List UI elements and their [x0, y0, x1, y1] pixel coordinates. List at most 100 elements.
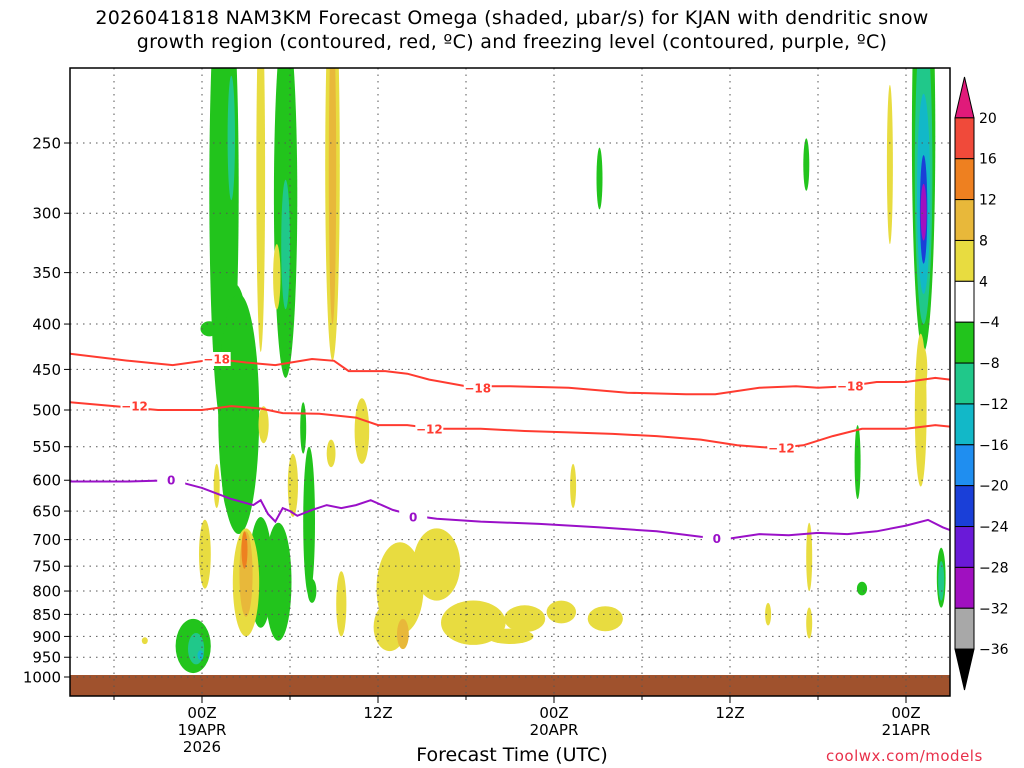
y-tick-label-250: 250: [32, 135, 61, 153]
y-tick-label-300: 300: [32, 205, 61, 223]
omega-cell-25: [213, 463, 220, 509]
omega-cell-12: [300, 402, 307, 454]
omega-cell-15: [854, 425, 861, 500]
contour-label-bg: [120, 399, 149, 414]
colorbar-label: −32: [979, 601, 1009, 617]
chart-title: 2026041818 NAM3KM Forecast Omega (shaded…: [0, 6, 1024, 54]
contour-label-0: 0: [409, 510, 417, 524]
contour-label-bg: [463, 380, 492, 395]
y-tick-label-700: 700: [32, 531, 61, 549]
y-tick-label-650: 650: [32, 503, 61, 521]
contour-label--12: −12: [121, 400, 148, 414]
omega-cell-28: [354, 398, 370, 464]
y-tick-label-600: 600: [32, 472, 61, 490]
omega-cell-27: [326, 439, 336, 468]
x-tick-label: 12Z: [715, 704, 744, 722]
omega-cell-49: [397, 618, 409, 650]
contour-label-bg: [702, 531, 731, 546]
colorbar-bin-8: [954, 199, 975, 241]
site-credit: coolwx.com/models: [826, 747, 983, 765]
colorbar-label: 4: [979, 274, 988, 290]
colorbar-label: −36: [979, 642, 1009, 658]
omega-cell-47: [328, 68, 337, 325]
colorbar-bin-16: [954, 117, 975, 160]
omega-cell-38: [570, 463, 577, 509]
y-tick-label-550: 550: [32, 438, 61, 456]
omega-cell-35: [546, 600, 576, 624]
omega-cell-37: [587, 606, 623, 632]
omega-cell-34: [504, 605, 546, 633]
omega-cell-59: [920, 183, 927, 241]
colorbar-label: −24: [979, 520, 1009, 536]
omega-cell-56: [197, 650, 204, 661]
omega-cell-36: [486, 628, 534, 644]
omega-cell-13: [596, 147, 603, 210]
contour-label--12: −12: [416, 422, 443, 436]
contour-label--18: −18: [464, 381, 491, 395]
colorbar-bin--12: [954, 362, 975, 405]
omega-cell-44: [919, 347, 928, 391]
contour-label--18: −18: [837, 380, 864, 394]
omega-cell-39: [806, 522, 813, 592]
colorbar-bin-12: [954, 158, 975, 201]
colorbar-label: 20: [979, 111, 997, 127]
contour-label--12: −12: [768, 442, 795, 456]
omega-colorbar: 20 16 12 8 4 −4 −8 −12 −16 −20 −24 −28 −32 −36: [954, 76, 1009, 691]
contour-label-bg: [415, 421, 444, 436]
contour-line--12: [70, 401, 950, 450]
omega-cell-50: [227, 75, 235, 201]
omega-cell-41: [765, 602, 772, 626]
omega-cell-32: [413, 528, 461, 601]
contour-label-bg: [157, 473, 186, 488]
contour-label-0: 0: [713, 532, 721, 546]
colorbar-bin--28: [954, 526, 975, 568]
temperature-contours: −18 −18 −18 −12 −12 −12 0 0 0: [70, 352, 950, 546]
contour-label-bg: [202, 352, 231, 367]
contour-label--18: −18: [203, 353, 230, 367]
omega-cell-46: [141, 637, 148, 645]
y-tick-label-850: 850: [32, 606, 61, 624]
x-tick-label: 00Z: [187, 704, 216, 722]
colorbar-bin--36: [954, 607, 975, 650]
chart-title-line2: growth region (contoured, red, ºC) and f…: [136, 31, 888, 53]
y-tick-label-950: 950: [32, 649, 61, 667]
omega-cell-14: [803, 138, 810, 191]
y-tick-label-1000: 1000: [23, 669, 61, 687]
colorbar-label: −12: [979, 397, 1009, 413]
omega-cell-21: [273, 244, 281, 310]
omega-cell-5: [221, 406, 239, 514]
y-tick-label-350: 350: [32, 264, 61, 282]
colorbar-bin--40: [954, 648, 975, 691]
x-tick-label: 19APR: [178, 721, 227, 739]
omega-shading: [141, 68, 946, 674]
colorbar-bin-4: [954, 239, 975, 282]
omega-cell-42: [886, 84, 893, 245]
omega-cell-51: [281, 179, 290, 310]
omega-cell-9: [200, 321, 219, 337]
pressure-axis: 250 300 350 400 450 500 550 600 650 700 750 800 850 9…: [23, 135, 70, 687]
y-tick-label-400: 400: [32, 316, 61, 334]
colorbar-label: −8: [979, 356, 1000, 372]
omega-cell-8: [303, 446, 315, 596]
omega-cell-29: [336, 571, 347, 637]
colorbar-label: −28: [979, 560, 1009, 576]
y-tick-label-800: 800: [32, 583, 61, 601]
omega-cell-26: [258, 406, 269, 444]
y-tick-label-450: 450: [32, 361, 61, 379]
colorbar-bin--16: [954, 403, 975, 446]
colorbar-label: −4: [979, 315, 1000, 331]
contour-label-bg: [767, 441, 796, 456]
colorbar-bin--24: [954, 485, 975, 528]
x-tick-label: 20APR: [530, 721, 579, 739]
x-tick-label: 21APR: [882, 721, 931, 739]
plot-frame: [69, 67, 951, 697]
x-tick-label: 00Z: [891, 704, 920, 722]
colorbar-bin-20: [954, 76, 975, 119]
y-tick-label-500: 500: [32, 402, 61, 420]
colorbar-label: −16: [979, 438, 1009, 454]
omega-cell-54: [938, 561, 945, 601]
x-tick-label: 12Z: [363, 704, 392, 722]
x-axis-label: Forecast Time (UTC): [416, 744, 608, 766]
